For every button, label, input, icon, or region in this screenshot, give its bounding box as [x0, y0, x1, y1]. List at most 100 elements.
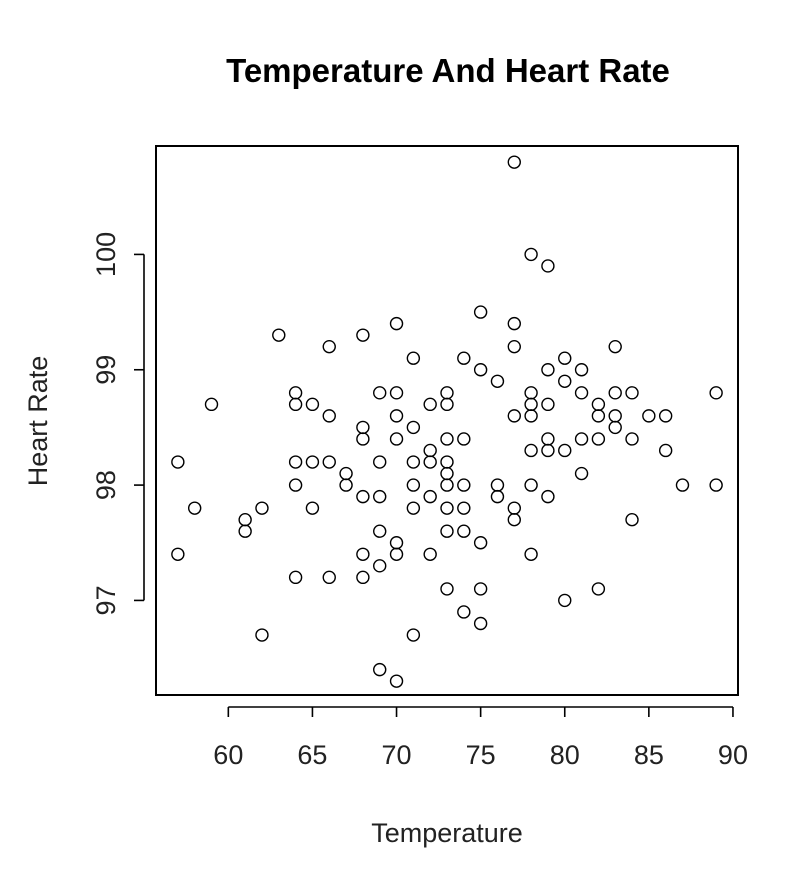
data-point	[473, 616, 488, 631]
data-point	[288, 455, 303, 469]
y-axis-label: Heart Rate	[23, 356, 53, 487]
data-point	[406, 628, 421, 642]
data-point	[490, 374, 505, 388]
data-point	[658, 409, 673, 423]
data-point	[524, 443, 538, 458]
data-point	[204, 397, 219, 412]
data-point	[507, 316, 521, 331]
data-point	[473, 582, 488, 596]
data-point	[171, 547, 185, 561]
data-point	[457, 524, 471, 538]
data-point	[322, 570, 336, 585]
data-point	[642, 409, 656, 423]
y-tick-label: 99	[91, 355, 121, 385]
data-point	[238, 512, 252, 527]
data-point	[373, 386, 387, 400]
data-point	[541, 363, 555, 377]
y-tick-label: 97	[91, 585, 121, 615]
x-axis-label: Temperature	[371, 818, 523, 848]
chart-title: Temperature And Heart Rate	[226, 52, 670, 89]
data-point	[356, 328, 370, 342]
data-point	[373, 662, 387, 677]
data-point	[440, 455, 454, 469]
data-point	[709, 478, 723, 492]
data-point	[373, 455, 387, 469]
data-point	[255, 501, 269, 515]
data-point	[558, 443, 572, 458]
data-point	[406, 420, 421, 435]
data-point	[524, 247, 538, 262]
data-point	[322, 455, 336, 469]
data-point	[406, 501, 421, 515]
data-point	[457, 501, 471, 515]
data-point	[305, 501, 320, 515]
y-axis: 97 98 99 100	[91, 232, 145, 615]
data-point	[339, 466, 353, 481]
data-point	[187, 501, 202, 515]
data-point	[541, 443, 555, 458]
data-point	[541, 489, 555, 504]
data-point	[440, 582, 454, 596]
x-tick-label: 70	[382, 740, 412, 770]
data-point	[524, 386, 538, 400]
data-point	[457, 432, 471, 446]
x-tick-label: 85	[634, 740, 664, 770]
data-point	[608, 339, 622, 354]
data-point	[406, 455, 421, 469]
data-point	[356, 547, 370, 561]
x-tick-label: 65	[297, 740, 327, 770]
data-point	[541, 397, 555, 412]
x-axis: 60 65 70 75 80 85 90	[213, 706, 748, 770]
data-point	[473, 363, 488, 377]
data-point	[406, 351, 421, 365]
data-point	[171, 455, 185, 469]
data-point	[272, 328, 286, 342]
data-point	[490, 489, 505, 504]
data-point	[457, 478, 471, 492]
data-point	[591, 582, 606, 596]
data-point	[389, 432, 404, 446]
data-point	[288, 478, 303, 492]
data-point	[558, 593, 572, 608]
data-point	[288, 386, 303, 400]
data-point	[591, 432, 606, 446]
data-point	[591, 409, 606, 423]
data-point	[406, 478, 421, 492]
data-point	[524, 409, 538, 423]
data-point	[457, 351, 471, 365]
data-point	[574, 466, 589, 481]
data-point	[356, 489, 370, 504]
data-point	[305, 455, 320, 469]
data-point	[423, 443, 437, 458]
data-point	[389, 316, 404, 331]
data-point	[658, 443, 673, 458]
data-point	[524, 478, 538, 492]
data-point	[574, 386, 589, 400]
x-tick-label: 60	[213, 740, 243, 770]
data-point	[507, 155, 521, 169]
data-point	[675, 478, 690, 492]
data-point	[423, 547, 437, 561]
data-point	[322, 339, 336, 354]
data-point	[440, 478, 454, 492]
data-point	[574, 363, 589, 377]
data-point	[339, 478, 353, 492]
data-point	[255, 628, 269, 642]
data-point	[507, 339, 521, 354]
data-point	[625, 386, 639, 400]
data-point	[389, 547, 404, 561]
data-point	[473, 305, 488, 319]
data-point	[440, 397, 454, 412]
data-point	[389, 674, 404, 688]
data-point	[305, 397, 320, 412]
data-point	[440, 524, 454, 538]
data-point	[389, 386, 404, 400]
data-point	[524, 547, 538, 561]
data-point	[541, 259, 555, 273]
data-point	[373, 559, 387, 573]
data-point	[373, 524, 387, 538]
data-point	[440, 466, 454, 481]
data-point	[558, 374, 572, 388]
data-point	[558, 351, 572, 365]
